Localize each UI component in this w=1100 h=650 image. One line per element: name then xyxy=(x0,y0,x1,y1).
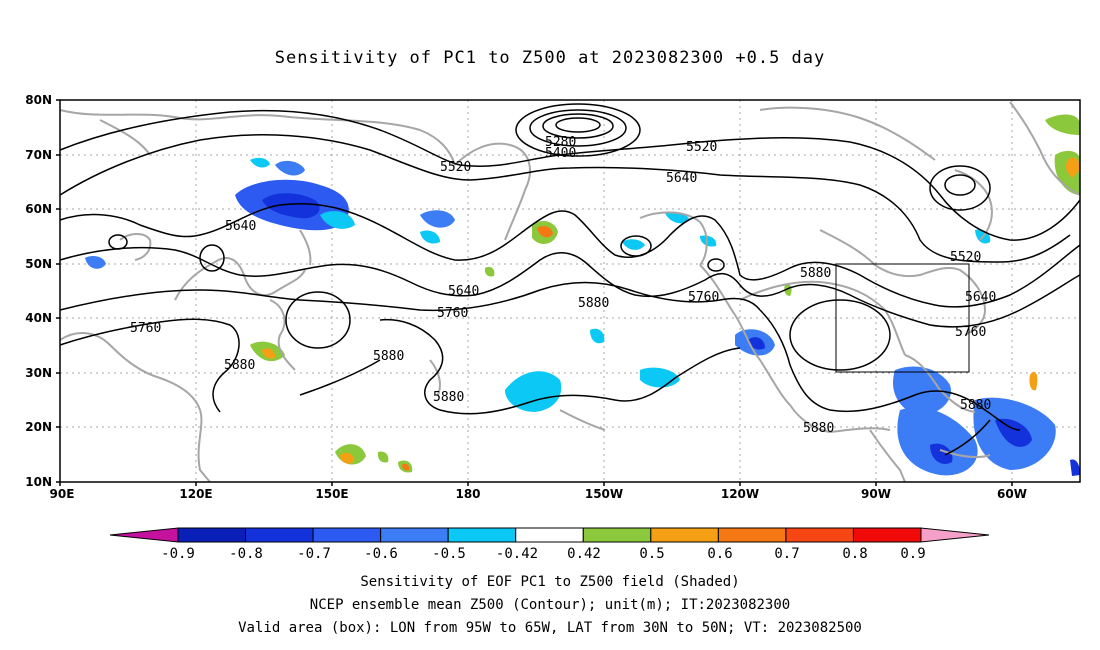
contour-label: 5880 xyxy=(373,349,404,364)
lat-label: 20N xyxy=(25,420,52,434)
contour-label: 5760 xyxy=(437,306,468,321)
colorbar-cell xyxy=(717,527,787,543)
contour-label: 5640 xyxy=(666,171,697,186)
contour-label: 5640 xyxy=(448,284,479,299)
colorbar-label: -0.7 xyxy=(297,546,331,562)
colorbar-label: -0.8 xyxy=(229,546,263,562)
footer-line-2: NCEP ensemble mean Z500 (Contour); unit(… xyxy=(309,597,791,613)
contour-label: 5760 xyxy=(130,321,161,336)
colorbar-label: 0.6 xyxy=(707,546,732,562)
colorbar-cell xyxy=(380,527,449,543)
colorbar-label: 0.5 xyxy=(639,546,664,562)
contour-label: 5640 xyxy=(225,219,256,234)
lon-label: 150W xyxy=(585,487,623,501)
colorbar-label: 0.7 xyxy=(774,546,799,562)
contour-label: 5760 xyxy=(688,290,719,305)
chart-title: Sensitivity of PC1 to Z500 at 2023082300… xyxy=(274,48,826,68)
contour-label: 5880 xyxy=(960,398,991,413)
lat-label: 50N xyxy=(25,257,52,271)
contour-label: 5400 xyxy=(545,146,576,161)
colorbar-label: -0.9 xyxy=(161,546,195,562)
lon-label: 180 xyxy=(455,487,480,501)
lat-label: 80N xyxy=(25,93,52,107)
colorbar-label: 0.8 xyxy=(842,546,867,562)
colorbar-label: -0.42 xyxy=(496,546,538,562)
contour-label: 5280 xyxy=(545,135,576,150)
colorbar-label: -0.5 xyxy=(432,546,466,562)
contour-label: 5520 xyxy=(440,160,471,175)
lon-label: 60W xyxy=(997,487,1027,501)
colorbar xyxy=(109,527,990,543)
contour-label: 5880 xyxy=(224,358,255,373)
lat-label: 40N xyxy=(25,311,52,325)
contour-label: 5520 xyxy=(686,140,717,155)
contour-label: 5880 xyxy=(800,266,831,281)
colorbar-lower-arrow xyxy=(109,527,179,543)
footer-line-1: Sensitivity of EOF PC1 to Z500 field (Sh… xyxy=(360,574,740,590)
colorbar-cell xyxy=(245,527,314,543)
lon-label: 90W xyxy=(861,487,891,501)
lat-label: 70N xyxy=(25,148,52,162)
latitude-labels: 80N 70N 60N 50N 40N 30N 20N 10N xyxy=(25,93,52,489)
colorbar-cell xyxy=(852,527,922,543)
lon-label: 120E xyxy=(179,487,212,501)
contour-label: 5640 xyxy=(965,290,996,305)
colorbar-cell xyxy=(515,527,584,543)
lat-label: 60N xyxy=(25,202,52,216)
map-frame xyxy=(59,99,1081,483)
colorbar-cell xyxy=(582,527,652,543)
colorbar-cell xyxy=(312,527,382,543)
graticule xyxy=(60,100,1080,482)
contour-label: 5880 xyxy=(578,296,609,311)
lon-label: 150E xyxy=(315,487,348,501)
lat-label: 30N xyxy=(25,366,52,380)
valid-area-box xyxy=(835,263,970,373)
coastlines xyxy=(59,101,1081,483)
contour-labels: 5280 5400 5520 5520 5520 5640 5640 5640 … xyxy=(130,135,996,436)
colorbar-label: 0.42 xyxy=(567,546,601,562)
longitude-labels: 90E 120E 150E 180 150W 120W 90W 60W xyxy=(50,487,1027,501)
lat-label: 10N xyxy=(25,475,52,489)
lon-label: 90E xyxy=(50,487,75,501)
contour-label: 5880 xyxy=(433,390,464,405)
colorbar-cell xyxy=(177,527,247,543)
footer-line-3: Valid area (box): LON from 95W to 65W, L… xyxy=(238,620,862,636)
colorbar-cell xyxy=(447,527,517,543)
colorbar-cell xyxy=(785,527,854,543)
colorbar-label: 0.9 xyxy=(900,546,925,562)
contour-label: 5520 xyxy=(950,250,981,265)
axis-ticks xyxy=(56,99,1013,486)
colorbar-labels: -0.9 -0.8 -0.7 -0.6 -0.5 -0.42 0.42 0.5 … xyxy=(161,546,926,562)
contour-label: 5880 xyxy=(803,421,834,436)
colorbar-label: -0.6 xyxy=(364,546,398,562)
colorbar-upper-arrow xyxy=(920,527,990,543)
z500-contours xyxy=(59,103,1081,456)
lon-label: 120W xyxy=(721,487,759,501)
colorbar-cell xyxy=(650,527,719,543)
contour-label: 5760 xyxy=(955,325,986,340)
